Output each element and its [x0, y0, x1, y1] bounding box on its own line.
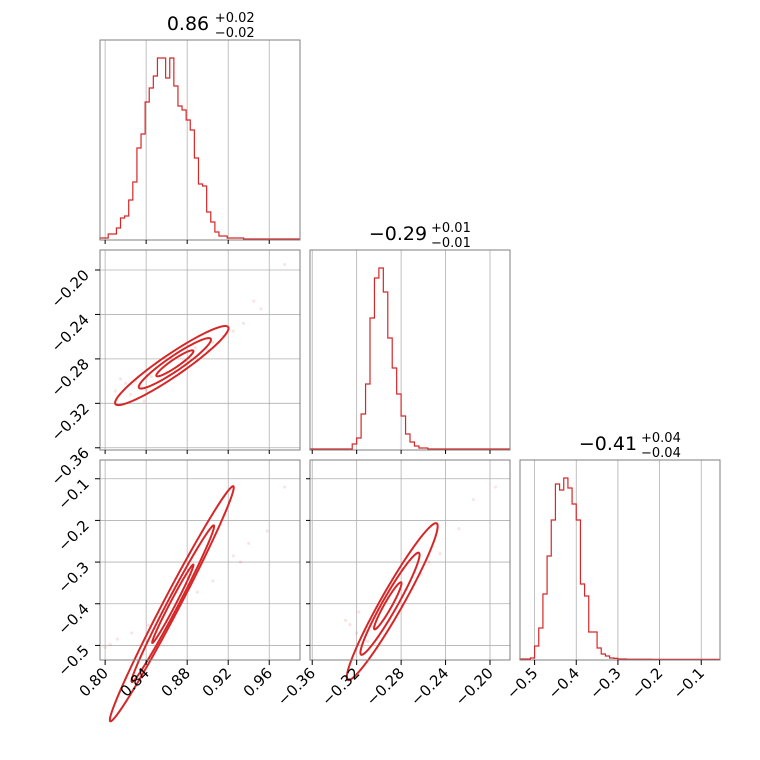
pair-0-sample-3 — [144, 388, 148, 392]
xtick-label-2-1: −0.32 — [318, 664, 363, 709]
ytick-label-2-2: −0.28 — [48, 355, 93, 400]
pair-1-contour-1 — [130, 524, 216, 684]
pair-0-sample-12 — [193, 346, 197, 350]
histogram-param-3 — [519, 477, 720, 660]
title-param-3-median: −0.41 — [579, 433, 637, 455]
pair-2-sample-13 — [343, 618, 348, 623]
xtick-label-2-2: −0.28 — [363, 664, 408, 709]
pair-1-sample-5 — [265, 529, 269, 533]
title-param-3-plus: +0.04 — [641, 431, 681, 446]
pair-0-sample-10 — [259, 307, 263, 311]
xtick-label-3-3: −0.2 — [628, 664, 666, 702]
title-param-2-median: −0.29 — [369, 223, 427, 245]
pair-0-contour-1 — [137, 337, 213, 390]
pair-0-sample-9 — [283, 262, 287, 267]
pair-1-sample-8 — [146, 623, 150, 628]
pair-2-sample-5 — [438, 552, 442, 556]
pair-0-sample-0 — [124, 381, 128, 385]
pair-1-sample-9 — [130, 631, 134, 635]
title-param-1-median: 0.86 — [167, 13, 209, 35]
pair-0-contour-0 — [114, 325, 230, 407]
ytick-label-3-0: −0.5 — [54, 642, 92, 680]
pair-0-sample-15 — [142, 399, 146, 403]
ytick-label-2-1: −0.32 — [48, 399, 93, 444]
hist-2-frame — [309, 249, 511, 451]
pair-0-sample-16 — [113, 389, 117, 393]
ytick-label-3-2: −0.3 — [54, 558, 92, 596]
xtick-label-2-3: −0.24 — [407, 664, 452, 709]
xtick-label-1-0: 0.80 — [76, 664, 112, 700]
pair-1-sample-11 — [211, 579, 215, 583]
pair-1-sample-1 — [108, 642, 112, 647]
xtick-label-2-4: −0.20 — [452, 664, 497, 709]
title-param-1-plus: +0.02 — [215, 11, 255, 26]
title-param-2-minus: −0.01 — [431, 236, 471, 251]
pair-1-sample-7 — [238, 560, 243, 564]
pair-0-sample-8 — [252, 299, 256, 303]
hist-3-frame — [519, 459, 721, 661]
pair-0-sample-5 — [211, 340, 215, 344]
pair-1-sample-6 — [283, 485, 287, 489]
pair-1-sample-0 — [103, 645, 107, 650]
xtick-label-1-1: 0.84 — [117, 664, 153, 700]
ytick-label-2-4: −0.20 — [48, 266, 93, 311]
xtick-label-3-1: −0.4 — [545, 664, 583, 702]
ytick-label-3-3: −0.2 — [54, 517, 92, 555]
xtick-label-3-0: −0.5 — [503, 664, 541, 702]
pair-2-sample-0 — [355, 631, 359, 635]
pair-2-sample-9 — [357, 610, 361, 614]
ytick-label-3-1: −0.4 — [54, 600, 92, 638]
xtick-label-3-4: −0.1 — [670, 664, 708, 702]
pair-2-sample-6 — [457, 527, 461, 531]
pair-2-contour-0 — [345, 522, 439, 682]
title-param-2-plus: +0.01 — [431, 221, 471, 236]
xtick-label-2-0: −0.36 — [274, 664, 319, 709]
histogram-param-2 — [309, 267, 510, 450]
title-param-3-minus: −0.04 — [641, 446, 681, 461]
ytick-label-2-3: −0.24 — [48, 311, 93, 356]
pair-1-sample-3 — [231, 554, 235, 558]
pair-0-sample-1 — [118, 377, 123, 381]
pair-0-sample-11 — [231, 329, 235, 333]
pair-1-contour-0 — [108, 485, 235, 723]
pair-0-sample-13 — [149, 375, 153, 379]
pair-0-contour-2 — [155, 349, 195, 378]
hist-1-frame — [99, 39, 301, 241]
pair-2-sample-4 — [427, 560, 431, 564]
pair-2-sample-8 — [493, 485, 498, 489]
pair-0-sample-14 — [129, 392, 133, 397]
xtick-label-3-2: −0.3 — [586, 664, 624, 702]
pair-0-sample-7 — [241, 321, 246, 325]
pair-2-sample-7 — [471, 497, 475, 502]
pair-1-sample-10 — [195, 590, 200, 594]
pair-2-contour-2 — [373, 581, 403, 631]
pair-0-frame — [99, 249, 301, 451]
pair-2-frame — [309, 459, 511, 661]
pair-1-frame — [99, 459, 301, 661]
pair-1-sample-4 — [247, 541, 251, 545]
histogram-param-1 — [99, 57, 300, 240]
pair-2-sample-12 — [366, 639, 370, 643]
xtick-label-1-4: 0.96 — [240, 664, 276, 700]
xtick-label-1-2: 0.88 — [158, 664, 194, 700]
pair-1-sample-2 — [115, 637, 120, 641]
title-param-1-minus: −0.02 — [215, 26, 255, 41]
pair-2-sample-2 — [348, 622, 352, 627]
xtick-label-1-3: 0.92 — [199, 664, 235, 700]
pair-1-contour-2 — [151, 563, 195, 645]
pair-2-contour-1 — [359, 551, 421, 656]
